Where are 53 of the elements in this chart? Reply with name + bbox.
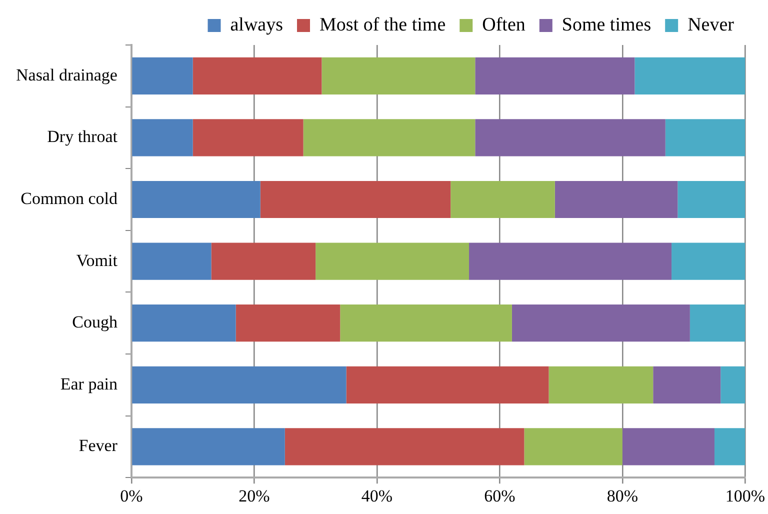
bar [665, 119, 746, 156]
bar [211, 242, 316, 280]
bar [316, 242, 470, 280]
bar [512, 304, 690, 342]
bar [450, 180, 555, 218]
x-tick-label: 80% [606, 486, 638, 506]
y-tick-label: Cough [72, 312, 118, 332]
bar [475, 119, 666, 156]
bar [192, 57, 322, 94]
x-tick-label: 40% [361, 486, 393, 506]
bar [475, 57, 635, 94]
bar [303, 119, 476, 156]
bar [236, 304, 340, 342]
x-tick-label: 100% [725, 486, 766, 506]
y-tick-label: Vomit [76, 250, 118, 270]
bar [132, 428, 285, 466]
legend-label: Often [482, 14, 526, 36]
bar [672, 242, 746, 280]
bar [548, 366, 654, 404]
bar [634, 57, 746, 94]
x-tick-label: 20% [238, 486, 270, 506]
x-tick-label: 60% [484, 486, 516, 506]
y-tick-label: Dry throat [47, 127, 118, 146]
legend-label: Some times [562, 14, 652, 36]
y-tick-label: Ear pain [60, 374, 118, 394]
bar [720, 366, 746, 404]
y-tick-label: Fever [78, 436, 118, 456]
bar [714, 428, 746, 466]
bar [690, 304, 746, 342]
bar [192, 119, 304, 156]
bar [132, 242, 212, 280]
bar [554, 180, 678, 218]
bar [132, 304, 236, 342]
bar [622, 428, 714, 466]
bar [346, 366, 549, 404]
bar [260, 180, 451, 218]
bar [132, 180, 260, 218]
bar [469, 242, 672, 280]
bar [322, 57, 476, 94]
bar [132, 366, 346, 404]
legend-label: Most of the time [320, 14, 446, 36]
legend-label: Never [688, 14, 735, 36]
bar [340, 304, 512, 342]
y-tick-label: Common cold [20, 188, 118, 208]
bar [132, 119, 193, 156]
bar [132, 57, 193, 94]
legend-label: always [230, 14, 284, 36]
x-tick-label: 0% [120, 486, 143, 506]
bar [524, 428, 622, 466]
y-tick-label: Nasal drainage [16, 65, 118, 84]
bar [653, 366, 721, 404]
bar [284, 428, 524, 466]
bar [678, 180, 746, 218]
